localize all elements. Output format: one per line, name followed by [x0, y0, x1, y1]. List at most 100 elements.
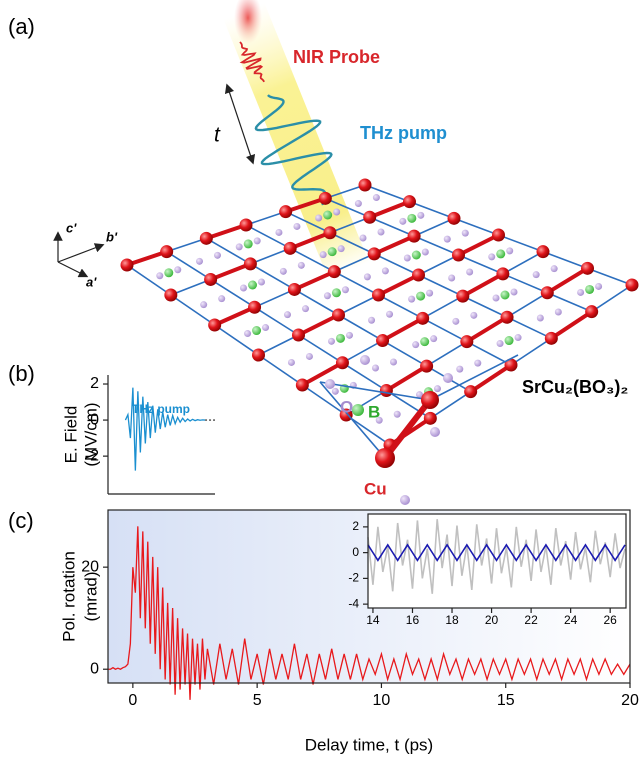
probe-label: NIR Probe	[293, 47, 380, 67]
bond	[418, 274, 464, 297]
copper	[496, 267, 510, 281]
copper	[358, 178, 372, 192]
oxygen	[412, 341, 420, 349]
boron	[407, 213, 417, 223]
lattice	[120, 178, 639, 505]
oxygen	[331, 387, 339, 395]
oxygen	[416, 391, 423, 399]
bond	[506, 316, 552, 340]
bond	[289, 247, 335, 273]
oxygen	[328, 337, 335, 345]
oxygen	[156, 272, 164, 280]
oxygen	[354, 200, 362, 208]
oxygen	[408, 295, 416, 303]
oxygen	[258, 278, 265, 286]
oxygen	[434, 385, 441, 393]
bond	[378, 294, 424, 320]
bond	[342, 362, 387, 392]
bond	[498, 234, 544, 253]
oxygen	[214, 251, 221, 259]
boron	[248, 280, 257, 290]
boron	[243, 239, 253, 249]
copper	[379, 384, 393, 398]
bond	[426, 340, 468, 367]
dimer	[209, 262, 252, 282]
oxygen	[595, 282, 603, 290]
bond	[466, 340, 512, 366]
bond	[254, 306, 299, 336]
boron	[504, 336, 514, 346]
oxygen	[430, 427, 440, 437]
atom-label: Cu	[364, 479, 387, 498]
oxygen	[253, 237, 261, 245]
dimer	[377, 273, 420, 297]
y-tick-label: -4	[348, 596, 359, 610]
oxygen	[488, 253, 496, 261]
bond	[285, 210, 331, 234]
bond	[429, 354, 519, 401]
bond	[338, 294, 379, 316]
dimer	[285, 196, 326, 214]
oxygen	[492, 294, 500, 302]
atom-label: O	[340, 397, 353, 416]
oxygen	[302, 305, 309, 313]
axis-label: c'	[66, 220, 77, 235]
oxygen	[403, 254, 411, 262]
axes-frame	[367, 513, 627, 609]
axis-label: b'	[106, 229, 118, 244]
copper	[208, 318, 222, 332]
bond	[298, 334, 343, 364]
bond	[214, 324, 259, 356]
bond	[294, 288, 339, 316]
copper	[287, 282, 301, 296]
oxygen	[262, 324, 270, 332]
oxygen	[456, 365, 464, 373]
oxygen	[200, 301, 208, 309]
data-line	[108, 526, 631, 700]
oxygen	[346, 331, 353, 339]
bond	[422, 317, 468, 343]
dimer	[213, 305, 256, 327]
oxygen	[430, 335, 438, 343]
x-tick-label: 20	[485, 613, 499, 627]
bond	[587, 267, 633, 286]
bond	[591, 284, 633, 313]
oxygen	[372, 364, 379, 372]
boron	[420, 337, 430, 347]
copper	[372, 288, 385, 302]
bond	[418, 254, 459, 276]
oxygen	[297, 261, 305, 269]
copper	[239, 218, 253, 232]
oxygen	[496, 340, 504, 348]
oxygen	[315, 214, 323, 222]
oxygen	[368, 316, 376, 324]
bond	[453, 217, 499, 236]
bond	[319, 381, 386, 459]
oxygen	[466, 268, 474, 276]
bond	[409, 200, 455, 220]
copper	[120, 258, 134, 272]
copper	[279, 205, 293, 219]
copper	[544, 331, 558, 345]
oxygen	[325, 379, 335, 389]
oxygen	[506, 247, 514, 255]
x-tick-label: 18	[445, 613, 459, 627]
x-tick-label: 16	[406, 613, 420, 627]
dimer	[469, 363, 513, 394]
copper	[327, 265, 341, 279]
copper	[248, 300, 262, 314]
copper	[318, 191, 332, 205]
dimer	[465, 315, 509, 344]
oxygen	[452, 317, 460, 325]
annotation: THz pump	[132, 402, 190, 416]
copper	[412, 268, 425, 282]
copper	[252, 348, 265, 362]
copper	[420, 359, 434, 373]
beam-group	[223, 2, 370, 279]
bond	[429, 390, 472, 420]
delay-arrow	[224, 83, 256, 165]
copper	[367, 247, 381, 261]
boron	[352, 404, 364, 416]
oxygen	[474, 359, 482, 367]
